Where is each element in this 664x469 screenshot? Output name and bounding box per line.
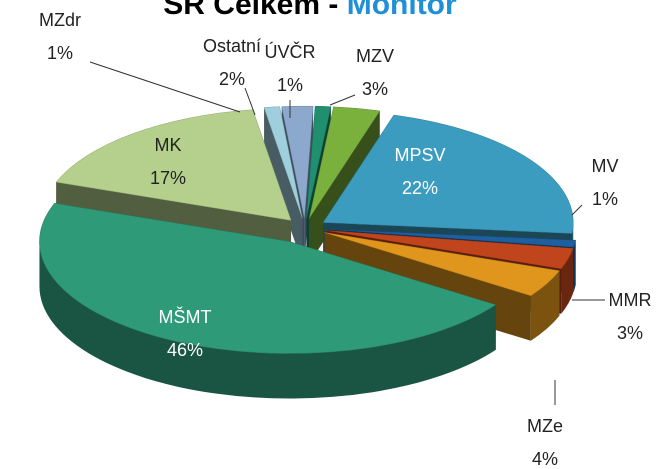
title-part: SR Celkem - xyxy=(163,0,338,21)
value-label: 4% xyxy=(532,449,558,469)
category-label: MZe xyxy=(527,416,563,436)
category-label: MPSV xyxy=(394,145,445,165)
category-label: MŠMT xyxy=(159,306,212,327)
slice-top xyxy=(263,106,303,219)
value-label: 1% xyxy=(277,75,303,95)
value-label: 22% xyxy=(402,178,438,198)
slice-top xyxy=(306,105,332,219)
leader-line xyxy=(571,204,583,216)
value-label: 1% xyxy=(47,43,73,63)
slice-top xyxy=(324,232,560,297)
value-label: 1% xyxy=(592,189,618,209)
category-label: Ostatní xyxy=(203,36,261,56)
slice xyxy=(39,202,497,399)
chart-title: SR Celkem - Monitor xyxy=(163,0,457,21)
leader-line xyxy=(89,61,241,113)
slice-top xyxy=(55,109,292,221)
category-label: MZV xyxy=(356,46,394,66)
slice-wall xyxy=(39,241,496,399)
value-label: 3% xyxy=(362,79,388,99)
leader-line xyxy=(329,94,356,106)
slice-wall xyxy=(530,270,560,341)
slice-top xyxy=(281,105,314,219)
slice-top xyxy=(308,106,381,219)
title-part: Monitor xyxy=(347,0,457,21)
category-label: ÚVČR xyxy=(264,41,315,62)
slice-wall xyxy=(573,240,576,293)
value-label: 46% xyxy=(167,340,203,360)
value-label: 2% xyxy=(219,69,245,89)
slice-side xyxy=(264,107,303,264)
value-label: 17% xyxy=(150,168,186,188)
slice-top xyxy=(326,230,574,270)
slice-top xyxy=(322,114,574,234)
slice-wall xyxy=(561,248,574,314)
slice-top xyxy=(39,202,497,354)
category-label: MZdr xyxy=(39,10,81,30)
leader-line xyxy=(244,87,256,116)
category-label: MMR xyxy=(609,290,652,310)
slice-top xyxy=(326,229,576,248)
category-label: MV xyxy=(592,156,619,176)
value-label: 3% xyxy=(617,323,643,343)
category-label: MK xyxy=(155,135,182,155)
slice xyxy=(263,106,303,264)
